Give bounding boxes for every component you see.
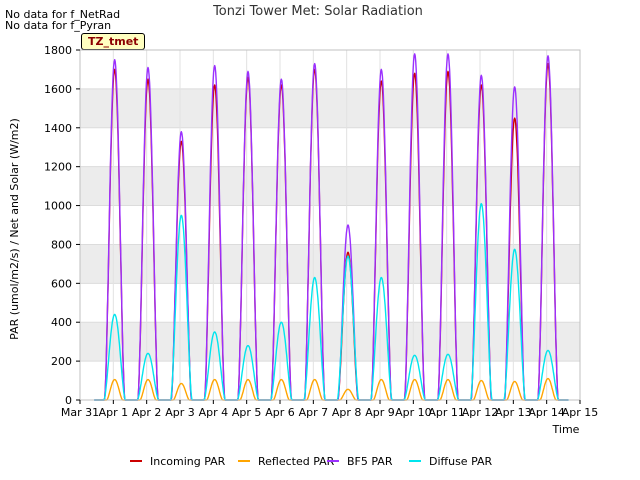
y-tick-label: 0 [65, 394, 72, 407]
legend: Incoming PAR Reflected PAR BF5 PAR Diffuse … [130, 455, 493, 468]
x-tick-label: Apr 13 [495, 406, 532, 419]
x-tick-label: Apr 15 [562, 406, 599, 419]
y-tick-label: 1000 [44, 200, 72, 213]
legend-label: Reflected PAR [258, 455, 335, 468]
grid-band [80, 88, 580, 128]
y-tick-label: 1800 [44, 44, 72, 57]
x-tick-label: Apr 1 [99, 406, 129, 419]
x-axis-ticks: Mar 31 Apr 1 Apr 2 Apr 3 Apr 4 Apr 5 Apr 6 Apr … [61, 400, 598, 419]
x-tick-label: Apr 8 [332, 406, 362, 419]
site-tag-label: TZ_tmet [81, 33, 146, 50]
grid-lines [79, 49, 581, 401]
legend-label: Incoming PAR [150, 455, 226, 468]
no-data-note-pyran: No data for f_Pyran [5, 19, 112, 32]
x-tick-label: Apr 6 [265, 406, 295, 419]
x-tick-label: Apr 9 [365, 406, 395, 419]
x-tick-label: Apr 2 [132, 406, 162, 419]
y-tick-label: 600 [51, 277, 72, 290]
x-tick-label: Apr 3 [165, 406, 195, 419]
background-bands [80, 88, 580, 362]
x-tick-label: Mar 31 [61, 406, 99, 419]
y-tick-label: 200 [51, 355, 72, 368]
plot-frame [79, 49, 581, 401]
x-tick-label: Apr 10 [395, 406, 432, 419]
x-axis-label: Time [552, 423, 580, 436]
y-tick-label: 1400 [44, 122, 72, 135]
chart-title: Tonzi Tower Met: Solar Radiation [212, 4, 423, 19]
grid-band [80, 244, 580, 284]
grid-band [80, 166, 580, 206]
legend-label: BF5 PAR [347, 455, 393, 468]
y-tick-label: 800 [51, 238, 72, 251]
y-tick-label: 1600 [44, 83, 72, 96]
y-axis-label: PAR (umol/m2/s) / Net and Solar (W/m2) [8, 118, 21, 340]
grid-band [80, 322, 580, 362]
x-tick-label: Apr 4 [199, 406, 229, 419]
x-tick-label: Apr 7 [299, 406, 329, 419]
x-tick-label: Apr 12 [462, 406, 499, 419]
y-tick-label: 400 [51, 316, 72, 329]
no-data-note-netrad: No data for f_NetRad [5, 8, 121, 21]
x-tick-label: Apr 5 [232, 406, 262, 419]
x-tick-label: Apr 14 [528, 406, 565, 419]
x-tick-label: Apr 11 [428, 406, 465, 419]
legend-label: Diffuse PAR [429, 455, 493, 468]
y-axis-ticks: 0 200 400 600 800 1000 1200 1400 1600 1800 [44, 44, 80, 407]
y-tick-label: 1200 [44, 161, 72, 174]
